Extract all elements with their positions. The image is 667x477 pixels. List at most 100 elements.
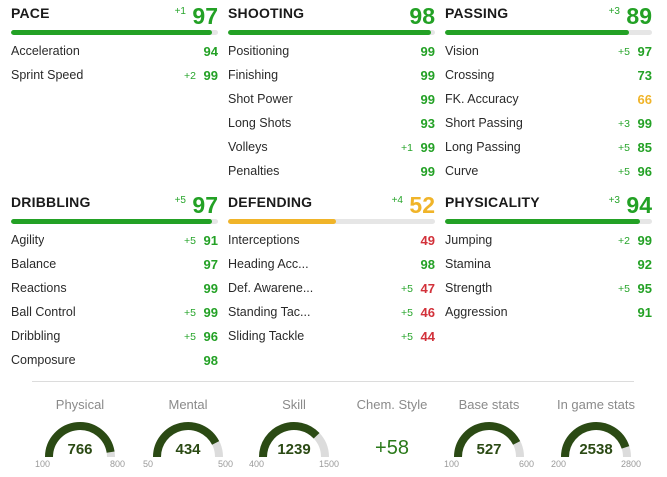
stat-value: 99 bbox=[203, 68, 218, 83]
stat-list: Agility +5 91 Balance 97 Reactions 99 Ball Cont… bbox=[11, 230, 218, 374]
gauge-arc bbox=[153, 422, 223, 458]
stat-value: 98 bbox=[420, 257, 435, 272]
category-header: SHOOTING 98 bbox=[228, 0, 435, 35]
gauge-min-label: 100 bbox=[444, 459, 460, 469]
stat-bonus: +3 bbox=[618, 118, 630, 130]
gauge-arc bbox=[259, 422, 329, 458]
stat-row: Long Shots 93 bbox=[228, 113, 435, 137]
stat-value: 99 bbox=[637, 233, 652, 248]
stat-row: Positioning 99 bbox=[228, 41, 435, 65]
chem-style-title: Chem. Style bbox=[356, 397, 428, 412]
stat-row: Shot Power 99 bbox=[228, 89, 435, 113]
stat-bonus: +5 bbox=[401, 307, 413, 319]
gauge-fill bbox=[153, 422, 220, 458]
gauge-title: Skill bbox=[282, 397, 306, 412]
stat-value: 93 bbox=[420, 116, 435, 131]
stat-value: 99 bbox=[420, 140, 435, 155]
stat-label: Interceptions bbox=[228, 233, 300, 247]
stat-label: Positioning bbox=[228, 44, 290, 58]
stat-bonus: +1 bbox=[401, 142, 413, 154]
category-name: DEFENDING bbox=[228, 194, 313, 210]
stat-row: Curve +5 96 bbox=[445, 161, 652, 185]
stat-label: Long Passing bbox=[445, 140, 521, 154]
stat-value: 46 bbox=[420, 305, 435, 320]
gauge-value: 434 bbox=[175, 441, 201, 458]
stat-value: 95 bbox=[637, 281, 652, 296]
category-header: PHYSICALITY +3 94 bbox=[445, 189, 652, 224]
stat-row: Interceptions 49 bbox=[228, 230, 435, 254]
stat-row: Sliding Tackle +5 44 bbox=[228, 326, 435, 350]
stat-label: Dribbling bbox=[11, 329, 61, 343]
stat-label: Reactions bbox=[11, 281, 67, 295]
stat-value: 98 bbox=[203, 353, 218, 368]
stat-label: Crossing bbox=[445, 68, 495, 82]
category-bar bbox=[445, 219, 652, 224]
stat-row: Balance 97 bbox=[11, 254, 218, 278]
stat-bonus: +5 bbox=[184, 235, 196, 247]
stat-row: Long Passing +5 85 bbox=[445, 137, 652, 161]
stat-row: Jumping +2 99 bbox=[445, 230, 652, 254]
stat-label: Curve bbox=[445, 164, 479, 178]
stat-label: Def. Awarene... bbox=[228, 281, 314, 295]
category-name: PACE bbox=[11, 5, 50, 21]
category-shooting: SHOOTING 98 Positioning 99 Finishing 99 Shot P… bbox=[228, 0, 435, 179]
gauge-title: In game stats bbox=[556, 397, 636, 412]
gauge-fill bbox=[45, 422, 115, 458]
stat-value: 85 bbox=[637, 140, 652, 155]
stat-row: Penalties 99 bbox=[228, 161, 435, 185]
stat-value: 92 bbox=[637, 257, 652, 272]
category-bar-fill bbox=[11, 30, 212, 35]
stat-bonus: +5 bbox=[618, 166, 630, 178]
category-header: PASSING +3 89 bbox=[445, 0, 652, 35]
stat-row: Def. Awarene... +5 47 bbox=[228, 278, 435, 302]
stat-bonus: +5 bbox=[618, 46, 630, 58]
category-rating: 94 bbox=[626, 192, 652, 218]
category-rating: 89 bbox=[626, 3, 652, 29]
stat-list: Jumping +2 99 Stamina 92 Strength +5 95 Aggressi… bbox=[445, 230, 652, 326]
stat-row: Stamina 92 bbox=[445, 254, 652, 278]
stat-row: Acceleration 94 bbox=[11, 41, 218, 65]
gauge-value: 1239 bbox=[277, 441, 311, 458]
stat-value: 49 bbox=[420, 233, 435, 248]
stat-row: Composure 98 bbox=[11, 350, 218, 374]
stat-label: Balance bbox=[11, 257, 57, 271]
category-defending: DEFENDING +4 52 Interceptions 49 Heading Acc.… bbox=[228, 189, 435, 344]
category-rating: 97 bbox=[192, 3, 218, 29]
stat-label: Finishing bbox=[228, 68, 279, 82]
category-rating: 97 bbox=[192, 192, 218, 218]
stat-row: Heading Acc... 98 bbox=[228, 254, 435, 278]
stat-label: Short Passing bbox=[445, 116, 523, 130]
stat-value: 91 bbox=[637, 305, 652, 320]
gauge-title: Physical bbox=[55, 397, 105, 412]
category-bar-fill bbox=[445, 219, 640, 224]
stat-row: Agility +5 91 bbox=[11, 230, 218, 254]
category-bonus: +4 bbox=[391, 195, 403, 206]
category-rating: 52 bbox=[409, 192, 435, 218]
stat-row: FK. Accuracy 66 bbox=[445, 89, 652, 113]
category-name: DRIBBLING bbox=[11, 194, 91, 210]
category-bar-fill bbox=[445, 30, 630, 35]
gauge-min-label: 200 bbox=[551, 459, 567, 469]
gauge-max-label: 600 bbox=[518, 459, 534, 469]
stat-value: 91 bbox=[203, 233, 218, 248]
gauge-max-label: 800 bbox=[109, 459, 125, 469]
category-bar-fill bbox=[228, 219, 336, 224]
category-bonus: +3 bbox=[608, 195, 620, 206]
gauge-value: 766 bbox=[67, 441, 93, 458]
gauge-value: 527 bbox=[476, 441, 502, 458]
stat-bonus: +2 bbox=[618, 235, 630, 247]
stat-label: Strength bbox=[445, 281, 493, 295]
category-name: PHYSICALITY bbox=[445, 194, 540, 210]
stat-bonus: +5 bbox=[401, 283, 413, 295]
stat-value: 73 bbox=[637, 68, 652, 83]
gauge-max-label: 2800 bbox=[620, 459, 641, 469]
category-passing: PASSING +3 89 Vision +5 97 Crossing 73 FK. Accur… bbox=[445, 0, 652, 179]
stat-row: Volleys +1 99 bbox=[228, 137, 435, 161]
category-bar bbox=[445, 30, 652, 35]
category-header: DRIBBLING +5 97 bbox=[11, 189, 218, 224]
category-bonus: +1 bbox=[174, 6, 186, 17]
stat-bonus: +2 bbox=[184, 70, 196, 82]
stat-label: FK. Accuracy bbox=[445, 92, 519, 106]
category-bar bbox=[11, 219, 218, 224]
stat-label: Jumping bbox=[445, 233, 493, 247]
